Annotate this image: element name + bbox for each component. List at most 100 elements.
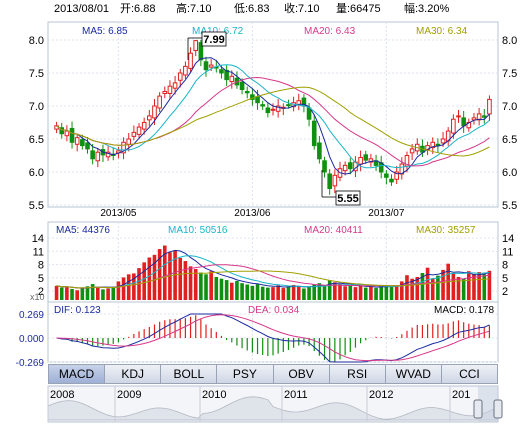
volume-bar xyxy=(477,272,481,300)
price-ma5-label: MA5: 6.85 xyxy=(82,26,128,37)
candle-down xyxy=(203,61,209,71)
candle-down xyxy=(244,90,250,94)
candle-down xyxy=(90,150,95,160)
volume-bar xyxy=(322,285,327,300)
tab-boll[interactable]: BOLL xyxy=(161,364,218,384)
price-y-tick-right: 6.5 xyxy=(502,134,517,146)
tab-macd[interactable]: MACD xyxy=(48,364,106,384)
volume-bar xyxy=(178,257,183,300)
candle-down xyxy=(481,115,487,118)
volume-bar xyxy=(157,249,162,300)
volume-bar xyxy=(456,276,461,300)
timeline-area xyxy=(47,396,499,421)
volume-bar xyxy=(312,284,317,300)
candle-up xyxy=(394,171,399,180)
candle-up xyxy=(105,151,111,158)
volume-bar xyxy=(111,286,116,300)
volume-bar xyxy=(296,286,301,300)
volume-bar xyxy=(271,287,275,300)
volume-bar xyxy=(410,278,414,300)
header-low: 低:6.83 xyxy=(234,2,269,15)
volume-bar xyxy=(405,275,409,300)
tab-cci[interactable]: CCI xyxy=(441,364,498,384)
price-y-tick-right: 6.0 xyxy=(502,167,517,179)
volume-y-tick-left: 2 xyxy=(38,286,44,298)
volume-bar xyxy=(147,257,152,300)
macd-y-tick: 0.000 xyxy=(19,334,44,345)
timeline-year-label: 2011 xyxy=(284,389,308,401)
volume-bar xyxy=(358,285,363,300)
timeline-year-label: 201 xyxy=(452,389,470,401)
volume-y-tick-left: 8 xyxy=(38,260,44,272)
timeline-navigator[interactable]: 2008 2009 2010 2011 2012 201 xyxy=(47,385,503,423)
volume-bar xyxy=(229,282,234,300)
macd-legend: DIF: 0.123 DEA: 0.034 MACD: 0.178 xyxy=(54,305,494,316)
volume-bar xyxy=(266,287,270,300)
candle-up xyxy=(177,72,183,81)
volume-ma-legend: MA5: 44376 MA10: 50516 MA20: 40411 MA30:… xyxy=(56,225,476,236)
candle-down xyxy=(461,117,466,127)
price-y-tick-right: 8.0 xyxy=(502,35,517,47)
price-x-tick: 2013/06 xyxy=(234,208,271,219)
volume-bar xyxy=(472,273,476,300)
candle-down xyxy=(260,104,265,107)
tab-kdj[interactable]: KDJ xyxy=(105,364,162,384)
tab-psy[interactable]: PSY xyxy=(217,364,274,384)
timeline-right-handle[interactable] xyxy=(493,399,503,419)
volume-bar xyxy=(214,276,219,300)
candle-up xyxy=(275,105,281,112)
timeline-left-handle[interactable] xyxy=(473,399,483,419)
volume-bar xyxy=(286,286,291,300)
volume-ma10-label: MA10: 50516 xyxy=(168,225,228,236)
tab-wvad[interactable]: WVAD xyxy=(385,364,442,384)
candle-down xyxy=(59,127,65,135)
price-y-tick-left: 6.5 xyxy=(29,134,44,146)
volume-y-tick-right: 11 xyxy=(502,246,513,258)
candle-up xyxy=(208,64,214,68)
timeline-selection[interactable] xyxy=(478,386,498,422)
volume-bar xyxy=(436,275,440,300)
macd-dea-label: DEA: 0.034 xyxy=(248,305,300,316)
candle-up xyxy=(147,115,152,121)
volume-bar xyxy=(384,284,389,300)
volume-bar xyxy=(121,277,126,300)
volume-bar xyxy=(400,281,404,300)
price-y-tick-right: 5.5 xyxy=(502,200,517,212)
price-layer xyxy=(54,40,492,195)
price-x-tick: 2013/07 xyxy=(368,208,405,219)
candle-down xyxy=(80,139,85,147)
volume-bar xyxy=(369,286,373,300)
volume-bar xyxy=(307,287,311,300)
candle-up xyxy=(430,141,436,149)
volume-bar xyxy=(291,284,296,300)
candle-down xyxy=(265,107,271,114)
candle-up xyxy=(74,137,80,145)
macd-y-tick: -0.269 xyxy=(16,358,45,369)
price-ma10-label: MA10: 6.72 xyxy=(192,26,244,37)
price-ma-legend: MA5: 6.85 MA10: 6.72 MA20: 6.43 MA30: 6.… xyxy=(82,26,468,37)
volume-bar xyxy=(245,284,250,300)
price-y-tick-left: 8.0 xyxy=(29,35,44,47)
tab-obv[interactable]: OBV xyxy=(273,364,330,384)
candle-down xyxy=(347,162,353,170)
candle-up xyxy=(358,156,363,165)
price-y-tick-left: 7.5 xyxy=(29,68,44,80)
candle-down xyxy=(219,69,224,74)
tab-rsi[interactable]: RSI xyxy=(329,364,386,384)
candle-up xyxy=(440,138,446,144)
volume-bar xyxy=(374,288,378,300)
price-x-tick: 2013/05 xyxy=(100,208,137,219)
volume-bar xyxy=(441,269,445,300)
candle-up xyxy=(451,118,456,134)
volume-bar xyxy=(101,289,105,300)
volume-bar xyxy=(281,288,286,300)
volume-bar xyxy=(260,286,265,300)
candle-up xyxy=(131,131,137,137)
low-callout: 5.55 xyxy=(321,170,361,206)
candle-up xyxy=(141,122,147,130)
volume-bar xyxy=(65,286,69,300)
volume-bar xyxy=(199,272,203,300)
candle-down xyxy=(363,154,369,161)
volume-ma5-line xyxy=(56,249,490,289)
